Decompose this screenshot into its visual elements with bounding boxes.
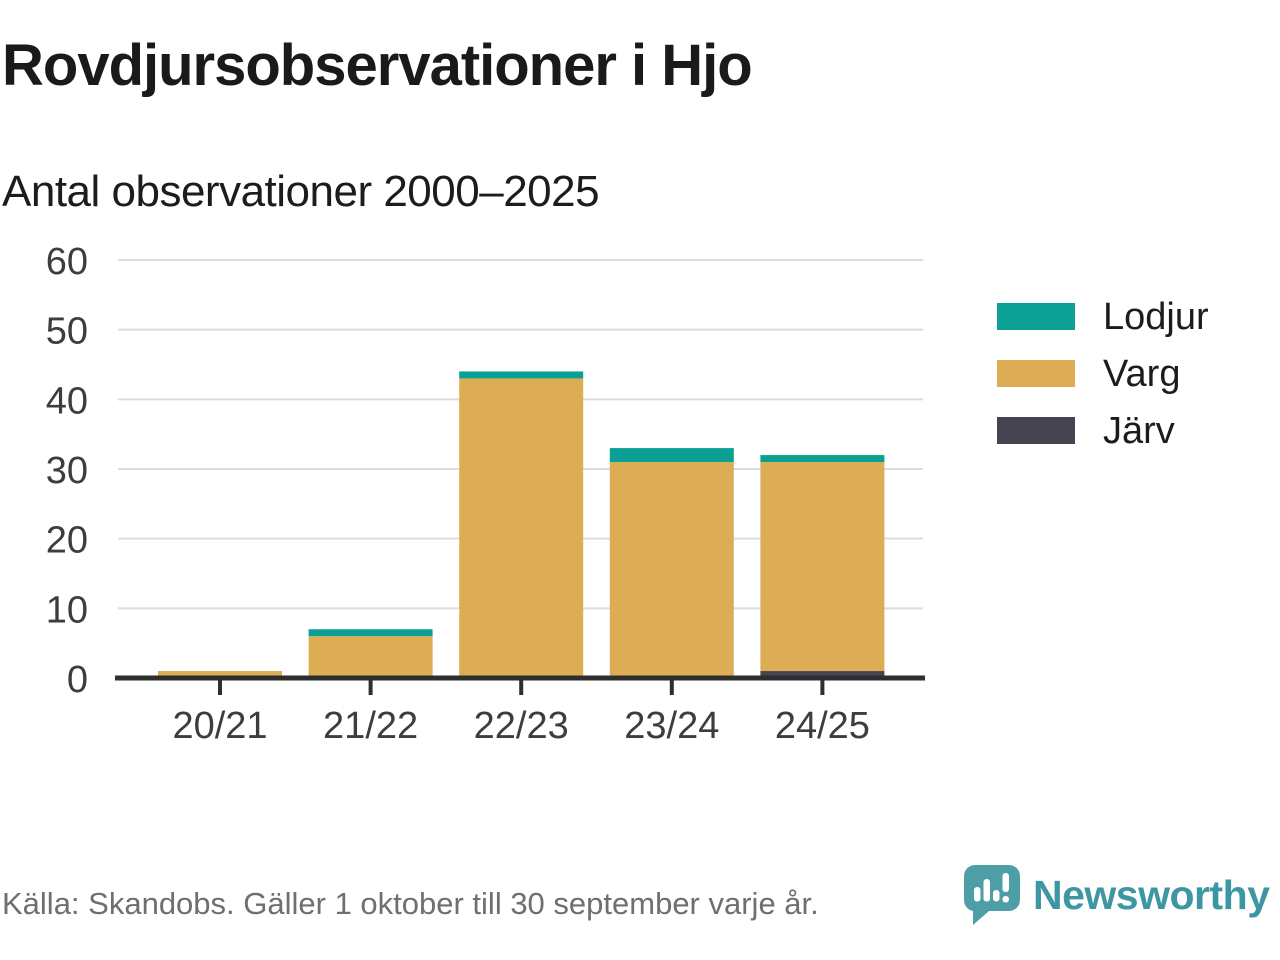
x-tick-label: 22/23 <box>474 705 569 747</box>
bar-segment-varg <box>459 378 584 678</box>
bar-segment-lodjur <box>308 629 433 637</box>
y-tick-label: 40 <box>46 380 88 422</box>
legend-label-jarv: Järv <box>1103 409 1175 452</box>
legend-item-varg: Varg <box>997 355 1209 393</box>
x-tick-label: 24/25 <box>775 705 870 747</box>
brand-logo: Newsworthy <box>963 864 1270 926</box>
legend-item-lodjur: Lodjur <box>997 298 1209 336</box>
chart-subtitle: Antal observationer 2000–2025 <box>2 167 600 216</box>
y-tick-label: 20 <box>46 520 88 562</box>
legend-swatch-varg <box>997 360 1075 387</box>
legend-label-lodjur: Lodjur <box>1103 295 1209 338</box>
bar-segment-lodjur <box>459 371 584 379</box>
x-tick-label: 20/21 <box>172 705 267 747</box>
bar-segment-lodjur <box>609 448 734 463</box>
source-note: Källa: Skandobs. Gäller 1 oktober till 3… <box>2 886 819 921</box>
bar-segment-varg <box>760 462 885 672</box>
bar-segment-varg <box>609 462 734 678</box>
y-tick-label: 10 <box>46 589 88 631</box>
x-tick-label: 21/22 <box>323 705 418 747</box>
legend-label-varg: Varg <box>1103 352 1181 395</box>
y-tick-label: 60 <box>46 241 88 283</box>
bar-segment-varg <box>158 671 282 678</box>
y-tick-label: 30 <box>46 450 88 492</box>
bar-segment-varg <box>308 636 433 678</box>
bar-segment-jarv <box>760 671 885 678</box>
chart-legend: Lodjur Varg Järv <box>997 298 1209 450</box>
legend-item-jarv: Järv <box>997 412 1209 450</box>
speech-bubble-bar-chart-icon <box>964 865 1020 925</box>
legend-swatch-lodjur <box>997 303 1075 330</box>
speech-bubble-shape <box>964 865 1020 925</box>
x-tick-label: 23/24 <box>624 705 719 747</box>
brand-name: Newsworthy <box>1033 871 1270 918</box>
y-tick-label: 50 <box>46 311 88 353</box>
page-title: Rovdjursobservationer i Hjo <box>2 33 753 98</box>
legend-swatch-jarv <box>997 417 1075 444</box>
bar-segment-lodjur <box>760 455 885 463</box>
y-tick-label: 0 <box>67 659 88 701</box>
chart-canvas: 20/21 21/22 22/23 23/24 24/25 0 10 20 30 40 50 60 <box>46 241 925 747</box>
